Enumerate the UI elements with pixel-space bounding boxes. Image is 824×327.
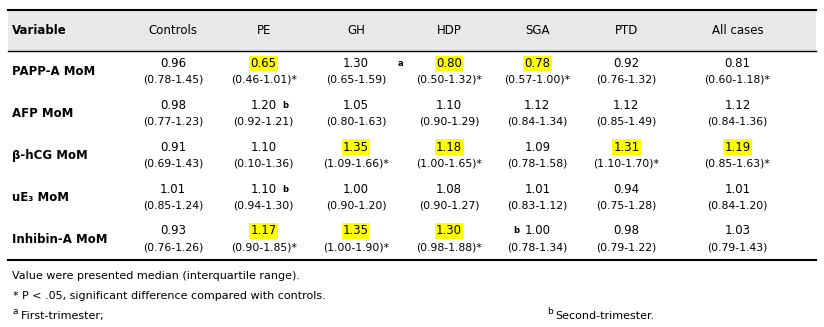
Text: 0.92: 0.92 bbox=[613, 57, 639, 70]
Text: 1.00: 1.00 bbox=[524, 224, 550, 237]
Text: a: a bbox=[12, 306, 18, 316]
Text: Value were presented median (interquartile range).: Value were presented median (interquarti… bbox=[12, 271, 301, 281]
Text: (0.94-1.30): (0.94-1.30) bbox=[233, 200, 294, 210]
Text: (0.80-1.63): (0.80-1.63) bbox=[325, 117, 386, 127]
Text: 1.10: 1.10 bbox=[250, 182, 277, 196]
Text: 1.05: 1.05 bbox=[343, 99, 369, 112]
Text: (1.10-1.70)*: (1.10-1.70)* bbox=[593, 159, 659, 168]
Text: PTD: PTD bbox=[615, 24, 638, 37]
Text: PE: PE bbox=[256, 24, 271, 37]
Text: b: b bbox=[547, 306, 553, 316]
Text: 0.98: 0.98 bbox=[160, 99, 186, 112]
Text: (0.98-1.88)*: (0.98-1.88)* bbox=[416, 242, 482, 252]
Text: First-trimester;: First-trimester; bbox=[21, 311, 107, 320]
Text: b: b bbox=[282, 101, 288, 110]
Text: (0.92-1.21): (0.92-1.21) bbox=[233, 117, 294, 127]
Text: (0.85-1.49): (0.85-1.49) bbox=[596, 117, 657, 127]
Text: 0.93: 0.93 bbox=[160, 224, 186, 237]
Text: 1.12: 1.12 bbox=[524, 99, 550, 112]
Text: (0.77-1.23): (0.77-1.23) bbox=[143, 117, 204, 127]
Text: (0.46-1.01)*: (0.46-1.01)* bbox=[231, 75, 297, 85]
Text: b: b bbox=[513, 226, 519, 235]
Text: (0.84-1.20): (0.84-1.20) bbox=[707, 200, 768, 210]
Text: 1.10: 1.10 bbox=[436, 99, 462, 112]
Text: *: * bbox=[12, 291, 18, 301]
Text: 1.01: 1.01 bbox=[724, 182, 751, 196]
Text: 1.18: 1.18 bbox=[436, 141, 462, 154]
Text: 1.01: 1.01 bbox=[524, 182, 550, 196]
Text: 1.17: 1.17 bbox=[250, 224, 277, 237]
Text: 0.98: 0.98 bbox=[613, 224, 639, 237]
Text: 1.30: 1.30 bbox=[436, 224, 462, 237]
Text: 1.08: 1.08 bbox=[436, 182, 462, 196]
Text: (0.83-1.12): (0.83-1.12) bbox=[507, 200, 568, 210]
Text: (0.65-1.59): (0.65-1.59) bbox=[325, 75, 386, 85]
Text: 1.09: 1.09 bbox=[524, 141, 550, 154]
Text: 0.91: 0.91 bbox=[160, 141, 186, 154]
Text: Controls: Controls bbox=[148, 24, 198, 37]
Text: (1.00-1.90)*: (1.00-1.90)* bbox=[323, 242, 389, 252]
Text: (0.69-1.43): (0.69-1.43) bbox=[143, 159, 204, 168]
Text: 0.94: 0.94 bbox=[613, 182, 639, 196]
Text: 1.00: 1.00 bbox=[343, 182, 369, 196]
Text: (0.10-1.36): (0.10-1.36) bbox=[233, 159, 294, 168]
Text: 0.78: 0.78 bbox=[524, 57, 550, 70]
Text: 1.10: 1.10 bbox=[250, 141, 277, 154]
Text: 1.12: 1.12 bbox=[613, 99, 639, 112]
Text: 0.96: 0.96 bbox=[160, 57, 186, 70]
Text: (0.76-1.26): (0.76-1.26) bbox=[143, 242, 204, 252]
Text: b: b bbox=[359, 143, 365, 152]
Text: (0.78-1.45): (0.78-1.45) bbox=[143, 75, 204, 85]
Text: (1.09-1.66)*: (1.09-1.66)* bbox=[323, 159, 389, 168]
Text: 0.80: 0.80 bbox=[436, 57, 462, 70]
Text: 0.81: 0.81 bbox=[724, 57, 751, 70]
Text: 1.01: 1.01 bbox=[160, 182, 186, 196]
Text: SGA: SGA bbox=[525, 24, 550, 37]
Text: 0.65: 0.65 bbox=[250, 57, 277, 70]
Text: Second-trimester.: Second-trimester. bbox=[555, 311, 655, 320]
Text: (0.78-1.34): (0.78-1.34) bbox=[507, 242, 568, 252]
Text: (0.79-1.43): (0.79-1.43) bbox=[707, 242, 768, 252]
Text: 1.35: 1.35 bbox=[343, 141, 369, 154]
Text: (0.57-1.00)*: (0.57-1.00)* bbox=[504, 75, 570, 85]
Text: GH: GH bbox=[347, 24, 365, 37]
Text: b: b bbox=[282, 184, 288, 194]
Text: (0.75-1.28): (0.75-1.28) bbox=[596, 200, 657, 210]
Text: (0.85-1.24): (0.85-1.24) bbox=[143, 200, 204, 210]
Text: P < .05, significant difference compared with controls.: P < .05, significant difference compared… bbox=[22, 291, 326, 301]
Text: (0.50-1.32)*: (0.50-1.32)* bbox=[416, 75, 482, 85]
Text: 1.03: 1.03 bbox=[724, 224, 751, 237]
Text: (1.00-1.65)*: (1.00-1.65)* bbox=[416, 159, 482, 168]
Text: AFP MoM: AFP MoM bbox=[12, 107, 73, 120]
Text: PAPP-A MoM: PAPP-A MoM bbox=[12, 65, 96, 78]
Text: a: a bbox=[397, 59, 403, 68]
Text: (0.90-1.20): (0.90-1.20) bbox=[325, 200, 386, 210]
Text: (0.85-1.63)*: (0.85-1.63)* bbox=[705, 159, 770, 168]
Text: 1.20: 1.20 bbox=[250, 99, 277, 112]
Text: 1.35: 1.35 bbox=[343, 224, 369, 237]
Text: HDP: HDP bbox=[437, 24, 461, 37]
Text: (0.84-1.34): (0.84-1.34) bbox=[507, 117, 568, 127]
Text: (0.76-1.32): (0.76-1.32) bbox=[596, 75, 657, 85]
Text: Inhibin-A MoM: Inhibin-A MoM bbox=[12, 232, 108, 246]
Text: (0.78-1.58): (0.78-1.58) bbox=[507, 159, 568, 168]
Text: (0.90-1.85)*: (0.90-1.85)* bbox=[231, 242, 297, 252]
Text: 1.19: 1.19 bbox=[724, 141, 751, 154]
Bar bbox=[8, 10, 816, 51]
Text: (0.84-1.36): (0.84-1.36) bbox=[707, 117, 768, 127]
Text: 1.12: 1.12 bbox=[724, 99, 751, 112]
Text: uE₃ MoM: uE₃ MoM bbox=[12, 191, 69, 204]
Text: Variable: Variable bbox=[12, 24, 67, 37]
Text: All cases: All cases bbox=[712, 24, 763, 37]
Text: (0.79-1.22): (0.79-1.22) bbox=[596, 242, 657, 252]
Text: (0.90-1.29): (0.90-1.29) bbox=[419, 117, 480, 127]
Text: β-hCG MoM: β-hCG MoM bbox=[12, 149, 88, 162]
Text: 1.31: 1.31 bbox=[613, 141, 639, 154]
Text: (0.60-1.18)*: (0.60-1.18)* bbox=[705, 75, 770, 85]
Text: (0.90-1.27): (0.90-1.27) bbox=[419, 200, 480, 210]
Text: 1.30: 1.30 bbox=[343, 57, 369, 70]
